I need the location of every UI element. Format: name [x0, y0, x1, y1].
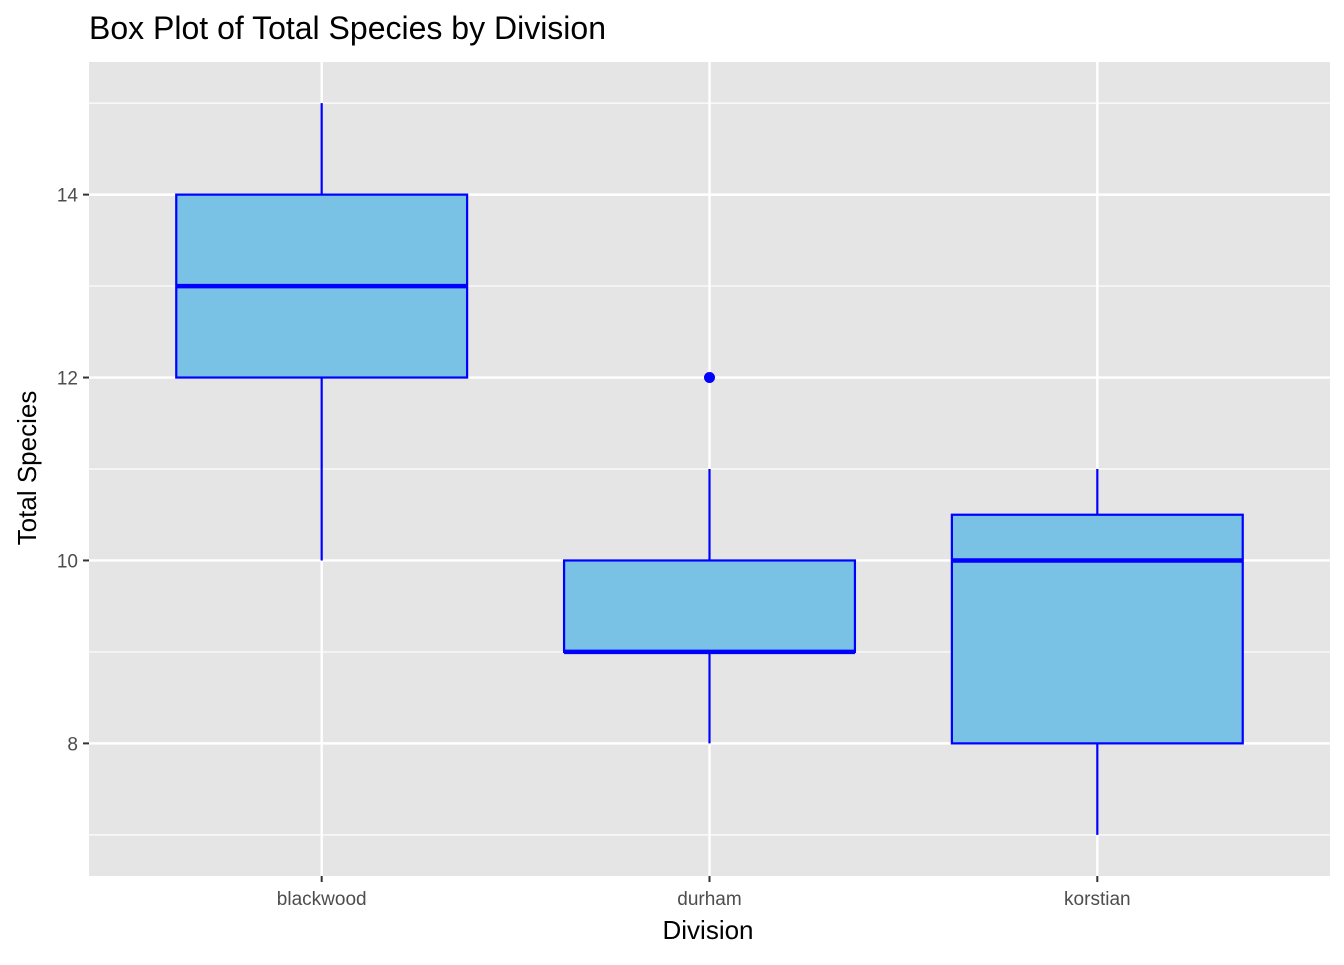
box-iqr [950, 513, 1244, 745]
x-axis: blackwood durham korstian [277, 876, 1131, 910]
x-tick-label: blackwood [277, 889, 367, 910]
y-axis-title: Total Species [12, 391, 42, 546]
y-tick-label: 12 [57, 369, 78, 390]
y-tick-label: 14 [57, 186, 79, 207]
y-tick-label: 8 [67, 734, 78, 755]
box-durham [562, 372, 857, 744]
box-blackwood [175, 103, 469, 561]
box-korstian [950, 469, 1244, 835]
x-axis-title: Division [662, 915, 753, 945]
y-tick-label: 10 [57, 551, 78, 572]
y-axis: 8 10 12 14 [57, 186, 89, 755]
x-tick-label: korstian [1064, 889, 1131, 910]
x-tick-label: durham [677, 889, 741, 910]
chart-title: Box Plot of Total Species by Division [89, 10, 606, 46]
boxes-layer [175, 103, 1244, 835]
outlier-point [704, 372, 715, 384]
box-iqr [562, 559, 857, 654]
